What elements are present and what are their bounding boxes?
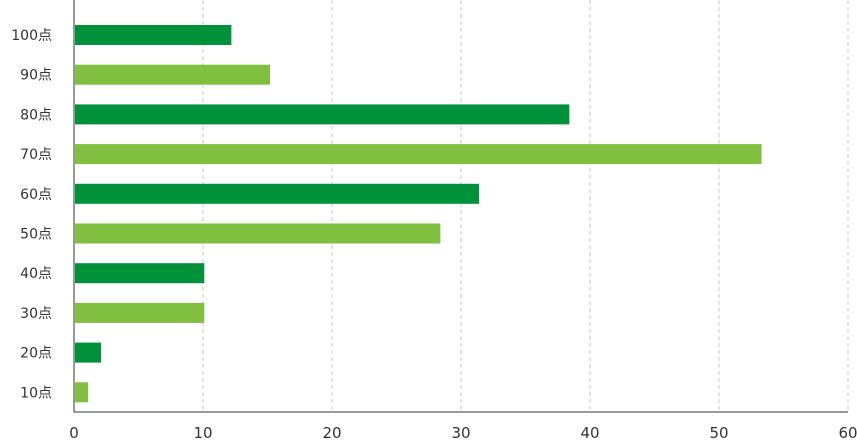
category-label: 40点 <box>20 266 52 282</box>
bar <box>75 64 271 85</box>
bar <box>75 302 205 323</box>
bar <box>75 144 762 165</box>
bar <box>75 183 480 204</box>
category-label: 10点 <box>20 385 52 401</box>
x-tick-label: 20 <box>322 424 341 440</box>
category-label: 100点 <box>11 28 52 44</box>
bars <box>75 25 762 403</box>
x-tick-label: 50 <box>709 424 728 440</box>
x-tick-label: 0 <box>69 424 79 440</box>
bar <box>75 382 89 403</box>
axes <box>73 0 848 413</box>
category-label: 50点 <box>20 227 52 243</box>
category-label: 70点 <box>20 147 52 163</box>
bar <box>75 342 102 363</box>
bar <box>75 25 232 45</box>
category-label: 60点 <box>20 187 52 203</box>
category-labels: 100点 90点 80点 70点 60点 50点 40点 30点 20点 10点 <box>11 28 52 401</box>
category-label: 30点 <box>20 306 52 322</box>
x-tick-labels: 0 10 20 30 40 50 60 <box>69 424 857 440</box>
x-tick-label: 40 <box>580 424 599 440</box>
bar <box>75 263 205 284</box>
category-label: 80点 <box>20 107 52 123</box>
x-tick-label: 60 <box>838 424 857 440</box>
category-label: 90点 <box>20 68 52 84</box>
x-tick-label: 10 <box>193 424 212 440</box>
x-tick-label: 30 <box>451 424 470 440</box>
bar <box>75 104 570 125</box>
category-label: 20点 <box>20 346 52 362</box>
grid-lines <box>202 0 849 412</box>
bar <box>75 223 441 244</box>
